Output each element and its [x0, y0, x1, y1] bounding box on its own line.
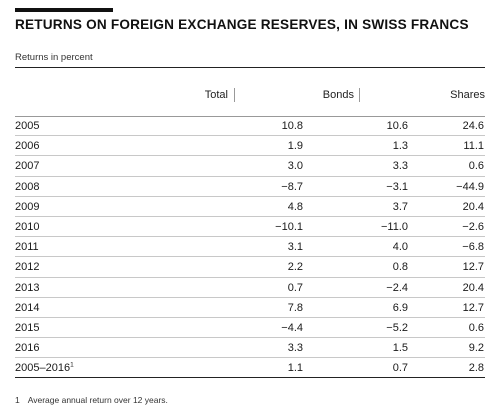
cell-total: 10.8 — [281, 120, 303, 132]
table-row: 2009 4.8 3.7 20.4 — [15, 197, 485, 217]
cell-total: 1.9 — [287, 140, 303, 153]
table-row: 2011 3.1 4.0 −6.8 — [15, 237, 485, 258]
footnote: 1 Average annual return over 12 years. — [15, 395, 168, 405]
column-header-total: Total — [204, 89, 228, 101]
header-rule — [15, 67, 485, 68]
cell-bonds: 1.5 — [392, 342, 408, 355]
cell-total: −4.4 — [281, 321, 303, 334]
cell-shares: −6.8 — [462, 241, 484, 254]
cell-bonds: −3.1 — [386, 180, 408, 193]
table-row: 2007 3.0 3.3 0.6 — [15, 156, 485, 177]
cell-shares: 9.2 — [468, 342, 484, 355]
row-year: 2010 — [15, 220, 40, 233]
cell-bonds: 4.0 — [392, 241, 408, 254]
row-year: 2013 — [15, 281, 40, 294]
table-row: 2014 7.8 6.9 12.7 — [15, 298, 485, 318]
cell-shares: −44.9 — [456, 180, 484, 193]
cell-bonds: −2.4 — [386, 281, 408, 294]
row-year: 2016 — [15, 342, 40, 355]
row-year: 2005 — [15, 120, 40, 132]
footnote-mark: 1 — [70, 361, 74, 369]
cell-shares: 20.4 — [462, 200, 484, 213]
table-subtitle: Returns in percent — [15, 52, 93, 63]
cell-bonds: 0.7 — [392, 362, 408, 375]
title-accent-rule — [15, 8, 113, 12]
table-row: 2012 2.2 0.8 12.7 — [15, 257, 485, 278]
table-row: 2010 −10.1 −11.0 −2.6 — [15, 217, 485, 238]
cell-shares: 20.4 — [462, 281, 484, 294]
row-year: 2014 — [15, 301, 40, 314]
footnote-text: Average annual return over 12 years. — [27, 395, 168, 405]
header-bottom-rule — [15, 116, 485, 117]
row-year: 2009 — [15, 200, 40, 213]
table-row: 2008 −8.7 −3.1 −44.9 — [15, 177, 485, 197]
cell-shares: 12.7 — [462, 261, 484, 274]
cell-shares: 11.1 — [463, 140, 484, 153]
row-year: 2006 — [15, 140, 40, 153]
cell-shares: 0.6 — [468, 321, 484, 334]
column-separator — [234, 88, 235, 102]
row-year: 2011 — [15, 241, 39, 254]
table-title: RETURNS ON FOREIGN EXCHANGE RESERVES, IN… — [15, 17, 469, 32]
column-header-shares: Shares — [450, 89, 485, 101]
cell-total: −8.7 — [281, 180, 303, 193]
cell-shares: 12.7 — [462, 301, 484, 314]
cell-shares: 0.6 — [468, 160, 484, 173]
row-year: 2007 — [15, 160, 40, 173]
cell-total: −10.1 — [275, 220, 303, 233]
cell-bonds: 3.7 — [392, 200, 408, 213]
cell-bonds: −5.2 — [386, 321, 408, 334]
cell-bonds: 3.3 — [392, 160, 408, 173]
row-year: 2015 — [15, 321, 40, 334]
cell-shares: 24.6 — [462, 120, 484, 132]
table-row: 2006 1.9 1.3 11.1 — [15, 136, 485, 157]
row-year: 2008 — [15, 180, 40, 193]
cell-bonds: −11.0 — [380, 220, 408, 233]
cell-shares: 2.8 — [468, 362, 484, 375]
row-year: 2005–20161 — [15, 361, 74, 375]
cell-total: 2.2 — [287, 261, 303, 274]
cell-bonds: 0.8 — [392, 261, 408, 274]
cell-shares: −2.6 — [462, 220, 484, 233]
table-row: 2016 3.3 1.5 9.2 — [15, 338, 485, 359]
cell-total: 1.1 — [287, 362, 303, 375]
row-year: 2012 — [15, 261, 40, 274]
cell-total: 3.1 — [287, 241, 303, 254]
cell-total: 7.8 — [287, 301, 303, 314]
table-row: 2013 0.7 −2.4 20.4 — [15, 278, 485, 298]
cell-total: 4.8 — [287, 200, 303, 213]
column-header-bonds: Bonds — [322, 89, 354, 101]
table-row: 2005 10.8 10.6 24.6 — [15, 116, 485, 137]
table-row: 2005–20161 1.1 0.7 2.8 — [15, 358, 485, 379]
cell-total: 0.7 — [287, 281, 303, 294]
column-separator — [359, 88, 360, 102]
footnote-number: 1 — [15, 395, 20, 405]
cell-bonds: 10.6 — [386, 120, 408, 132]
cell-bonds: 1.3 — [392, 140, 408, 153]
cell-total: 3.0 — [287, 160, 303, 173]
cell-total: 3.3 — [287, 342, 303, 355]
table-body: 2005 10.8 10.6 24.6 2006 1.9 1.3 11.1 2007 3.0 3.3… — [15, 116, 485, 379]
table-row: 2015 −4.4 −5.2 0.6 — [15, 318, 485, 339]
cell-bonds: 6.9 — [392, 301, 408, 314]
